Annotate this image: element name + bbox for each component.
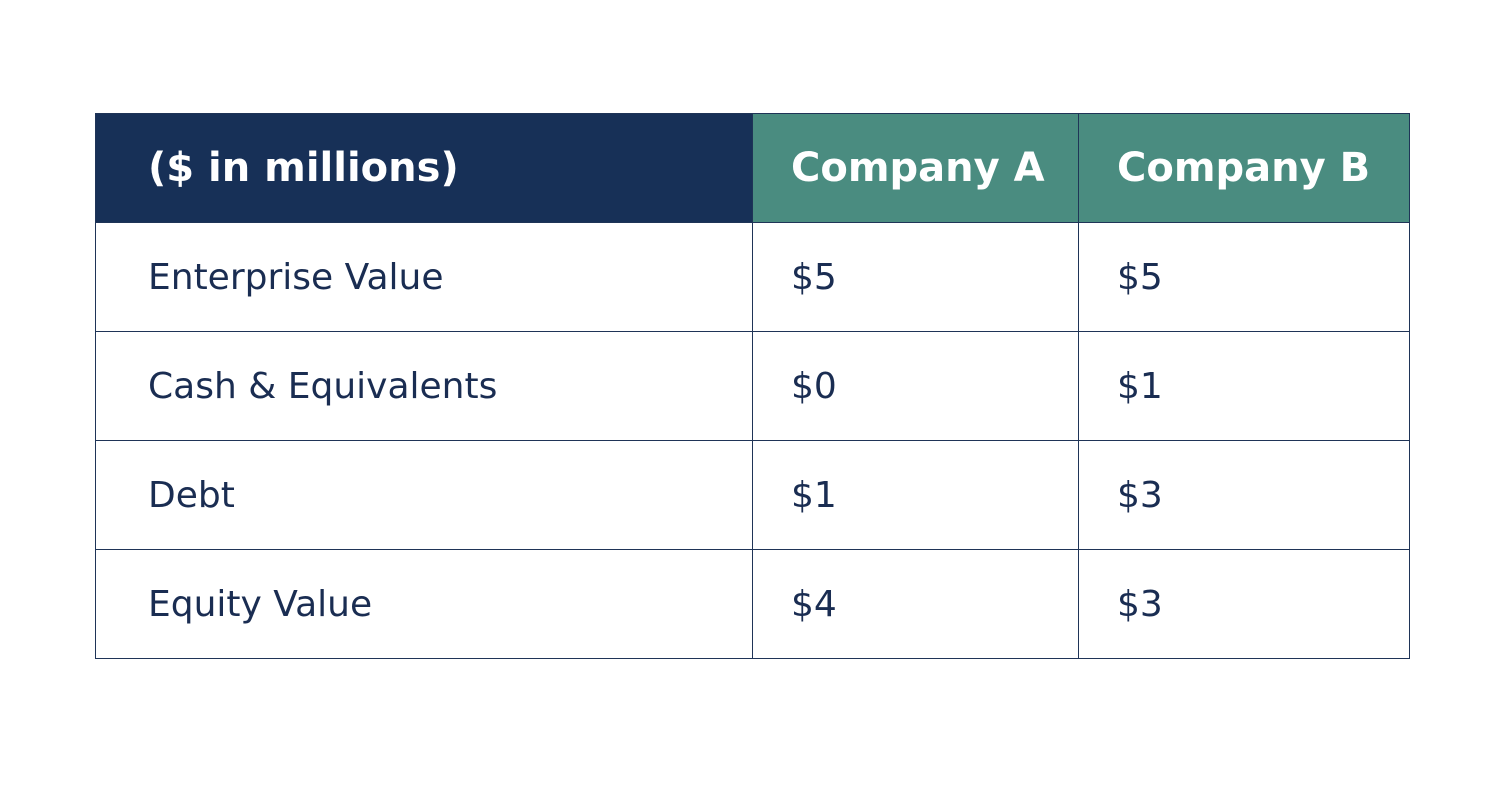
- comparison-table: ($ in millions) Company A Company B Enterp…: [95, 113, 1410, 659]
- value-cell: $5: [1078, 222, 1410, 332]
- row-label: Cash & Equivalents: [95, 331, 753, 441]
- row-label: Equity Value: [95, 549, 753, 659]
- header-cell: Company B: [1078, 113, 1410, 223]
- value-cell: $4: [752, 549, 1079, 659]
- header-cell: Company A: [752, 113, 1079, 223]
- value-cell: $0: [752, 331, 1079, 441]
- value-cell: $5: [752, 222, 1079, 332]
- value-cell: $1: [1078, 331, 1410, 441]
- row-label: Enterprise Value: [95, 222, 753, 332]
- header-row: ($ in millions) Company A Company B: [95, 113, 1410, 223]
- table-header: ($ in millions) Company A Company B: [95, 113, 1410, 223]
- table-row: Equity Value $4 $3: [95, 549, 1410, 659]
- value-cell: $3: [1078, 549, 1410, 659]
- table-row: Enterprise Value $5 $5: [95, 222, 1410, 332]
- value-cell: $1: [752, 440, 1079, 550]
- header-cell: ($ in millions): [95, 113, 753, 223]
- table-row: Debt $1 $3: [95, 440, 1410, 550]
- value-cell: $3: [1078, 440, 1410, 550]
- row-label: Debt: [95, 440, 753, 550]
- table-body: Enterprise Value $5 $5 Cash & Equivalents $0…: [95, 222, 1410, 659]
- table-row: Cash & Equivalents $0 $1: [95, 331, 1410, 441]
